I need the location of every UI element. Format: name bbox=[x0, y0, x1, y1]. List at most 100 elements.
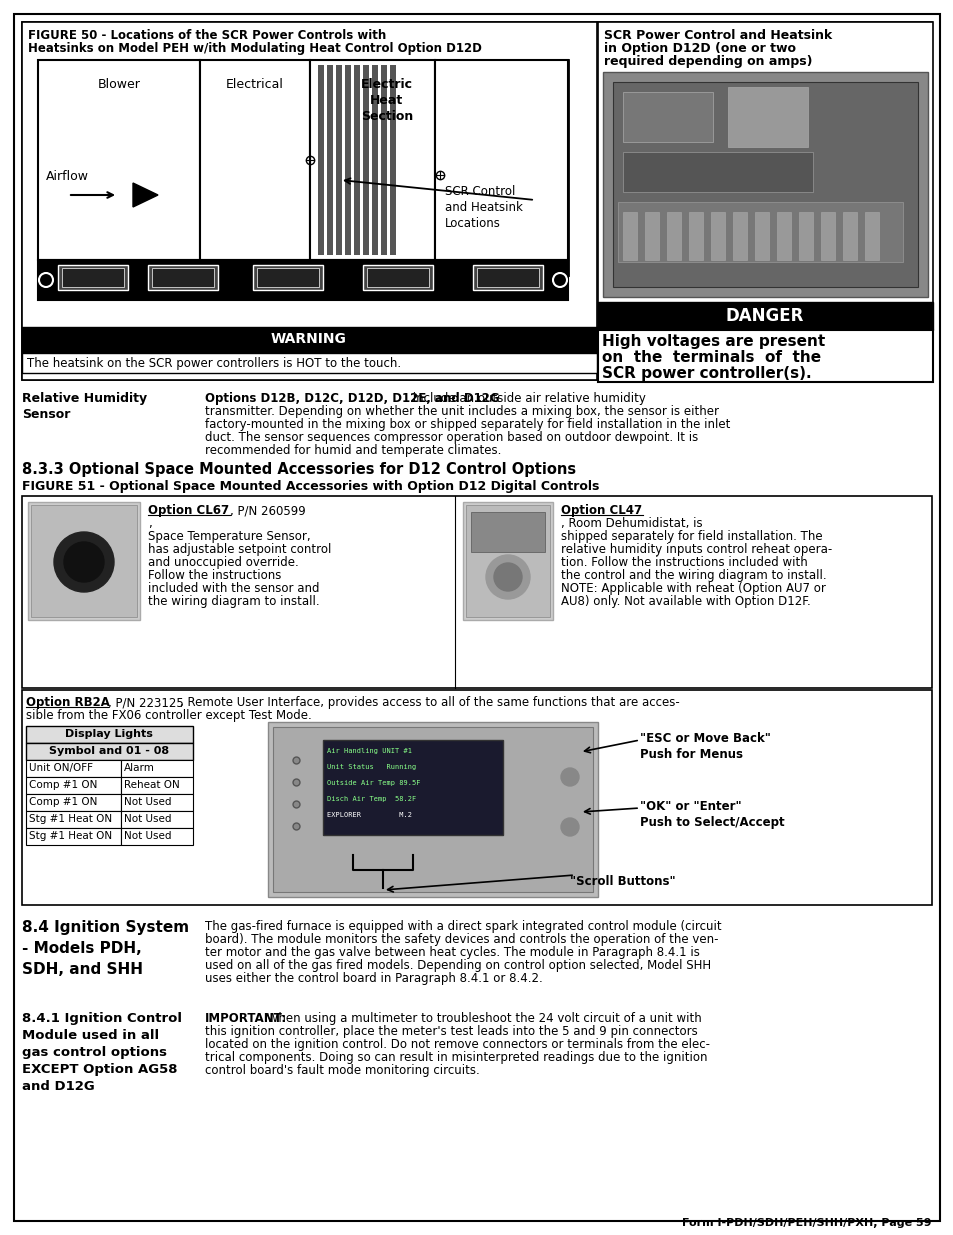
Bar bbox=[200, 61, 310, 261]
Bar bbox=[754, 212, 768, 261]
Bar bbox=[465, 505, 550, 618]
Bar bbox=[732, 212, 746, 261]
Circle shape bbox=[560, 768, 578, 785]
Text: , Room Dehumidistat, is: , Room Dehumidistat, is bbox=[560, 517, 702, 530]
Bar bbox=[323, 740, 502, 835]
Bar bbox=[327, 65, 333, 254]
Text: Not Used: Not Used bbox=[124, 814, 172, 824]
Bar bbox=[26, 760, 121, 777]
Text: SCR Control
and Heatsink
Locations: SCR Control and Heatsink Locations bbox=[444, 185, 522, 230]
Text: duct. The sensor sequences compressor operation based on outdoor dewpoint. It is: duct. The sensor sequences compressor op… bbox=[205, 431, 698, 445]
Text: sible from the FX06 controller except Test Mode.: sible from the FX06 controller except Te… bbox=[26, 709, 312, 722]
Bar bbox=[121, 794, 193, 811]
Text: Form I-PDH/SDH/PEH/SHH/PXH, Page 59: Form I-PDH/SDH/PEH/SHH/PXH, Page 59 bbox=[681, 1218, 931, 1228]
Bar bbox=[710, 212, 724, 261]
Text: this ignition controller, place the meter's test leads into the 5 and 9 pin conn: this ignition controller, place the mete… bbox=[205, 1025, 697, 1037]
Bar bbox=[598, 303, 932, 330]
Text: Electric
Heat
Section: Electric Heat Section bbox=[360, 78, 413, 124]
Text: IMPORTANT:: IMPORTANT: bbox=[205, 1011, 287, 1025]
Text: Options D12B, D12C, D12D, D12E, and D12G: Options D12B, D12C, D12D, D12E, and D12G bbox=[205, 391, 499, 405]
Bar bbox=[58, 266, 128, 290]
Bar bbox=[310, 61, 435, 261]
Text: Unit Status   Running: Unit Status Running bbox=[327, 764, 416, 769]
Text: required depending on amps): required depending on amps) bbox=[603, 56, 812, 68]
Text: Follow the instructions: Follow the instructions bbox=[148, 569, 281, 582]
Bar bbox=[22, 690, 931, 905]
Text: Outside Air Temp 89.5F: Outside Air Temp 89.5F bbox=[327, 781, 420, 785]
Text: control board's fault mode monitoring circuits.: control board's fault mode monitoring ci… bbox=[205, 1065, 479, 1077]
Text: DANGER: DANGER bbox=[725, 308, 803, 325]
Text: Alarm: Alarm bbox=[124, 763, 154, 773]
Text: located on the ignition control. Do not remove connectors or terminals from the : located on the ignition control. Do not … bbox=[205, 1037, 709, 1051]
Bar bbox=[622, 152, 812, 191]
Bar bbox=[22, 327, 597, 353]
Bar bbox=[38, 61, 567, 275]
Bar bbox=[26, 811, 121, 827]
Text: 8.3.3 Optional Space Mounted Accessories for D12 Control Options: 8.3.3 Optional Space Mounted Accessories… bbox=[22, 462, 576, 477]
Bar bbox=[121, 827, 193, 845]
Bar bbox=[253, 266, 323, 290]
Bar bbox=[363, 65, 369, 254]
Bar bbox=[26, 726, 193, 743]
Text: relative humidity inputs control reheat opera-: relative humidity inputs control reheat … bbox=[560, 543, 831, 556]
Text: Blower: Blower bbox=[97, 78, 140, 91]
Text: Air Handling UNIT #1: Air Handling UNIT #1 bbox=[327, 748, 412, 755]
Text: Heatsinks on Model PEH w/ith Modulating Heat Control Option D12D: Heatsinks on Model PEH w/ith Modulating … bbox=[28, 42, 481, 56]
Bar bbox=[335, 65, 341, 254]
Bar bbox=[152, 268, 213, 287]
Bar bbox=[62, 268, 124, 287]
Bar bbox=[618, 203, 902, 262]
Text: , Remote User Interface, provides access to all of the same functions that are a: , Remote User Interface, provides access… bbox=[180, 697, 679, 709]
Bar bbox=[476, 268, 538, 287]
Bar bbox=[471, 513, 544, 552]
Bar bbox=[776, 212, 790, 261]
Text: FIGURE 51 - Optional Space Mounted Accessories with Option D12 Digital Controls: FIGURE 51 - Optional Space Mounted Acces… bbox=[22, 480, 598, 493]
Circle shape bbox=[494, 563, 521, 592]
Bar bbox=[256, 268, 318, 287]
Bar bbox=[121, 811, 193, 827]
Text: , P/N 260599: , P/N 260599 bbox=[230, 504, 305, 517]
Text: EXPLORER         M.2: EXPLORER M.2 bbox=[327, 811, 412, 818]
Text: the wiring diagram to install.: the wiring diagram to install. bbox=[148, 595, 319, 608]
Text: SCR Power Control and Heatsink: SCR Power Control and Heatsink bbox=[603, 28, 831, 42]
Bar bbox=[390, 65, 395, 254]
Text: Not Used: Not Used bbox=[124, 831, 172, 841]
Text: the control and the wiring diagram to install.: the control and the wiring diagram to in… bbox=[560, 569, 825, 582]
Bar bbox=[644, 212, 659, 261]
Bar bbox=[688, 212, 702, 261]
Text: AU8) only. Not available with Option D12F.: AU8) only. Not available with Option D12… bbox=[560, 595, 810, 608]
Circle shape bbox=[54, 532, 113, 592]
Bar bbox=[372, 65, 377, 254]
Text: tion. Follow the instructions included with: tion. Follow the instructions included w… bbox=[560, 556, 807, 569]
Text: trical components. Doing so can result in misinterpreted readings due to the ign: trical components. Doing so can result i… bbox=[205, 1051, 707, 1065]
Text: Option CL47: Option CL47 bbox=[560, 504, 641, 517]
Bar bbox=[28, 501, 140, 620]
Bar bbox=[26, 777, 121, 794]
Bar bbox=[268, 722, 598, 897]
Text: Option RB2A: Option RB2A bbox=[26, 697, 110, 709]
Text: The gas-fired furnace is equipped with a direct spark integrated control module : The gas-fired furnace is equipped with a… bbox=[205, 920, 720, 932]
Bar bbox=[602, 72, 927, 296]
Text: WARNING: WARNING bbox=[271, 332, 347, 346]
Text: The heatsink on the SCR power controllers is HOT to the touch.: The heatsink on the SCR power controller… bbox=[27, 357, 400, 370]
Bar bbox=[727, 86, 807, 147]
Text: in Option D12D (one or two: in Option D12D (one or two bbox=[603, 42, 795, 56]
Bar bbox=[864, 212, 878, 261]
Bar bbox=[666, 212, 680, 261]
Text: ,: , bbox=[148, 517, 152, 530]
Text: Comp #1 ON: Comp #1 ON bbox=[29, 797, 97, 806]
Bar bbox=[38, 261, 567, 300]
Text: Space Temperature Sensor,: Space Temperature Sensor, bbox=[148, 530, 311, 543]
Circle shape bbox=[485, 555, 530, 599]
Text: recommended for humid and temperate climates.: recommended for humid and temperate clim… bbox=[205, 445, 501, 457]
Bar bbox=[30, 505, 137, 618]
Bar bbox=[121, 777, 193, 794]
Bar bbox=[317, 65, 324, 254]
Text: FIGURE 50 - Locations of the SCR Power Controls with: FIGURE 50 - Locations of the SCR Power C… bbox=[28, 28, 386, 42]
Circle shape bbox=[560, 818, 578, 836]
Bar bbox=[273, 727, 593, 892]
Text: NOTE: Applicable with reheat (Option AU7 or: NOTE: Applicable with reheat (Option AU7… bbox=[560, 582, 825, 595]
Text: on  the  terminals  of  the: on the terminals of the bbox=[601, 350, 821, 366]
Text: include an outside air relative humidity: include an outside air relative humidity bbox=[409, 391, 645, 405]
Bar bbox=[799, 212, 812, 261]
